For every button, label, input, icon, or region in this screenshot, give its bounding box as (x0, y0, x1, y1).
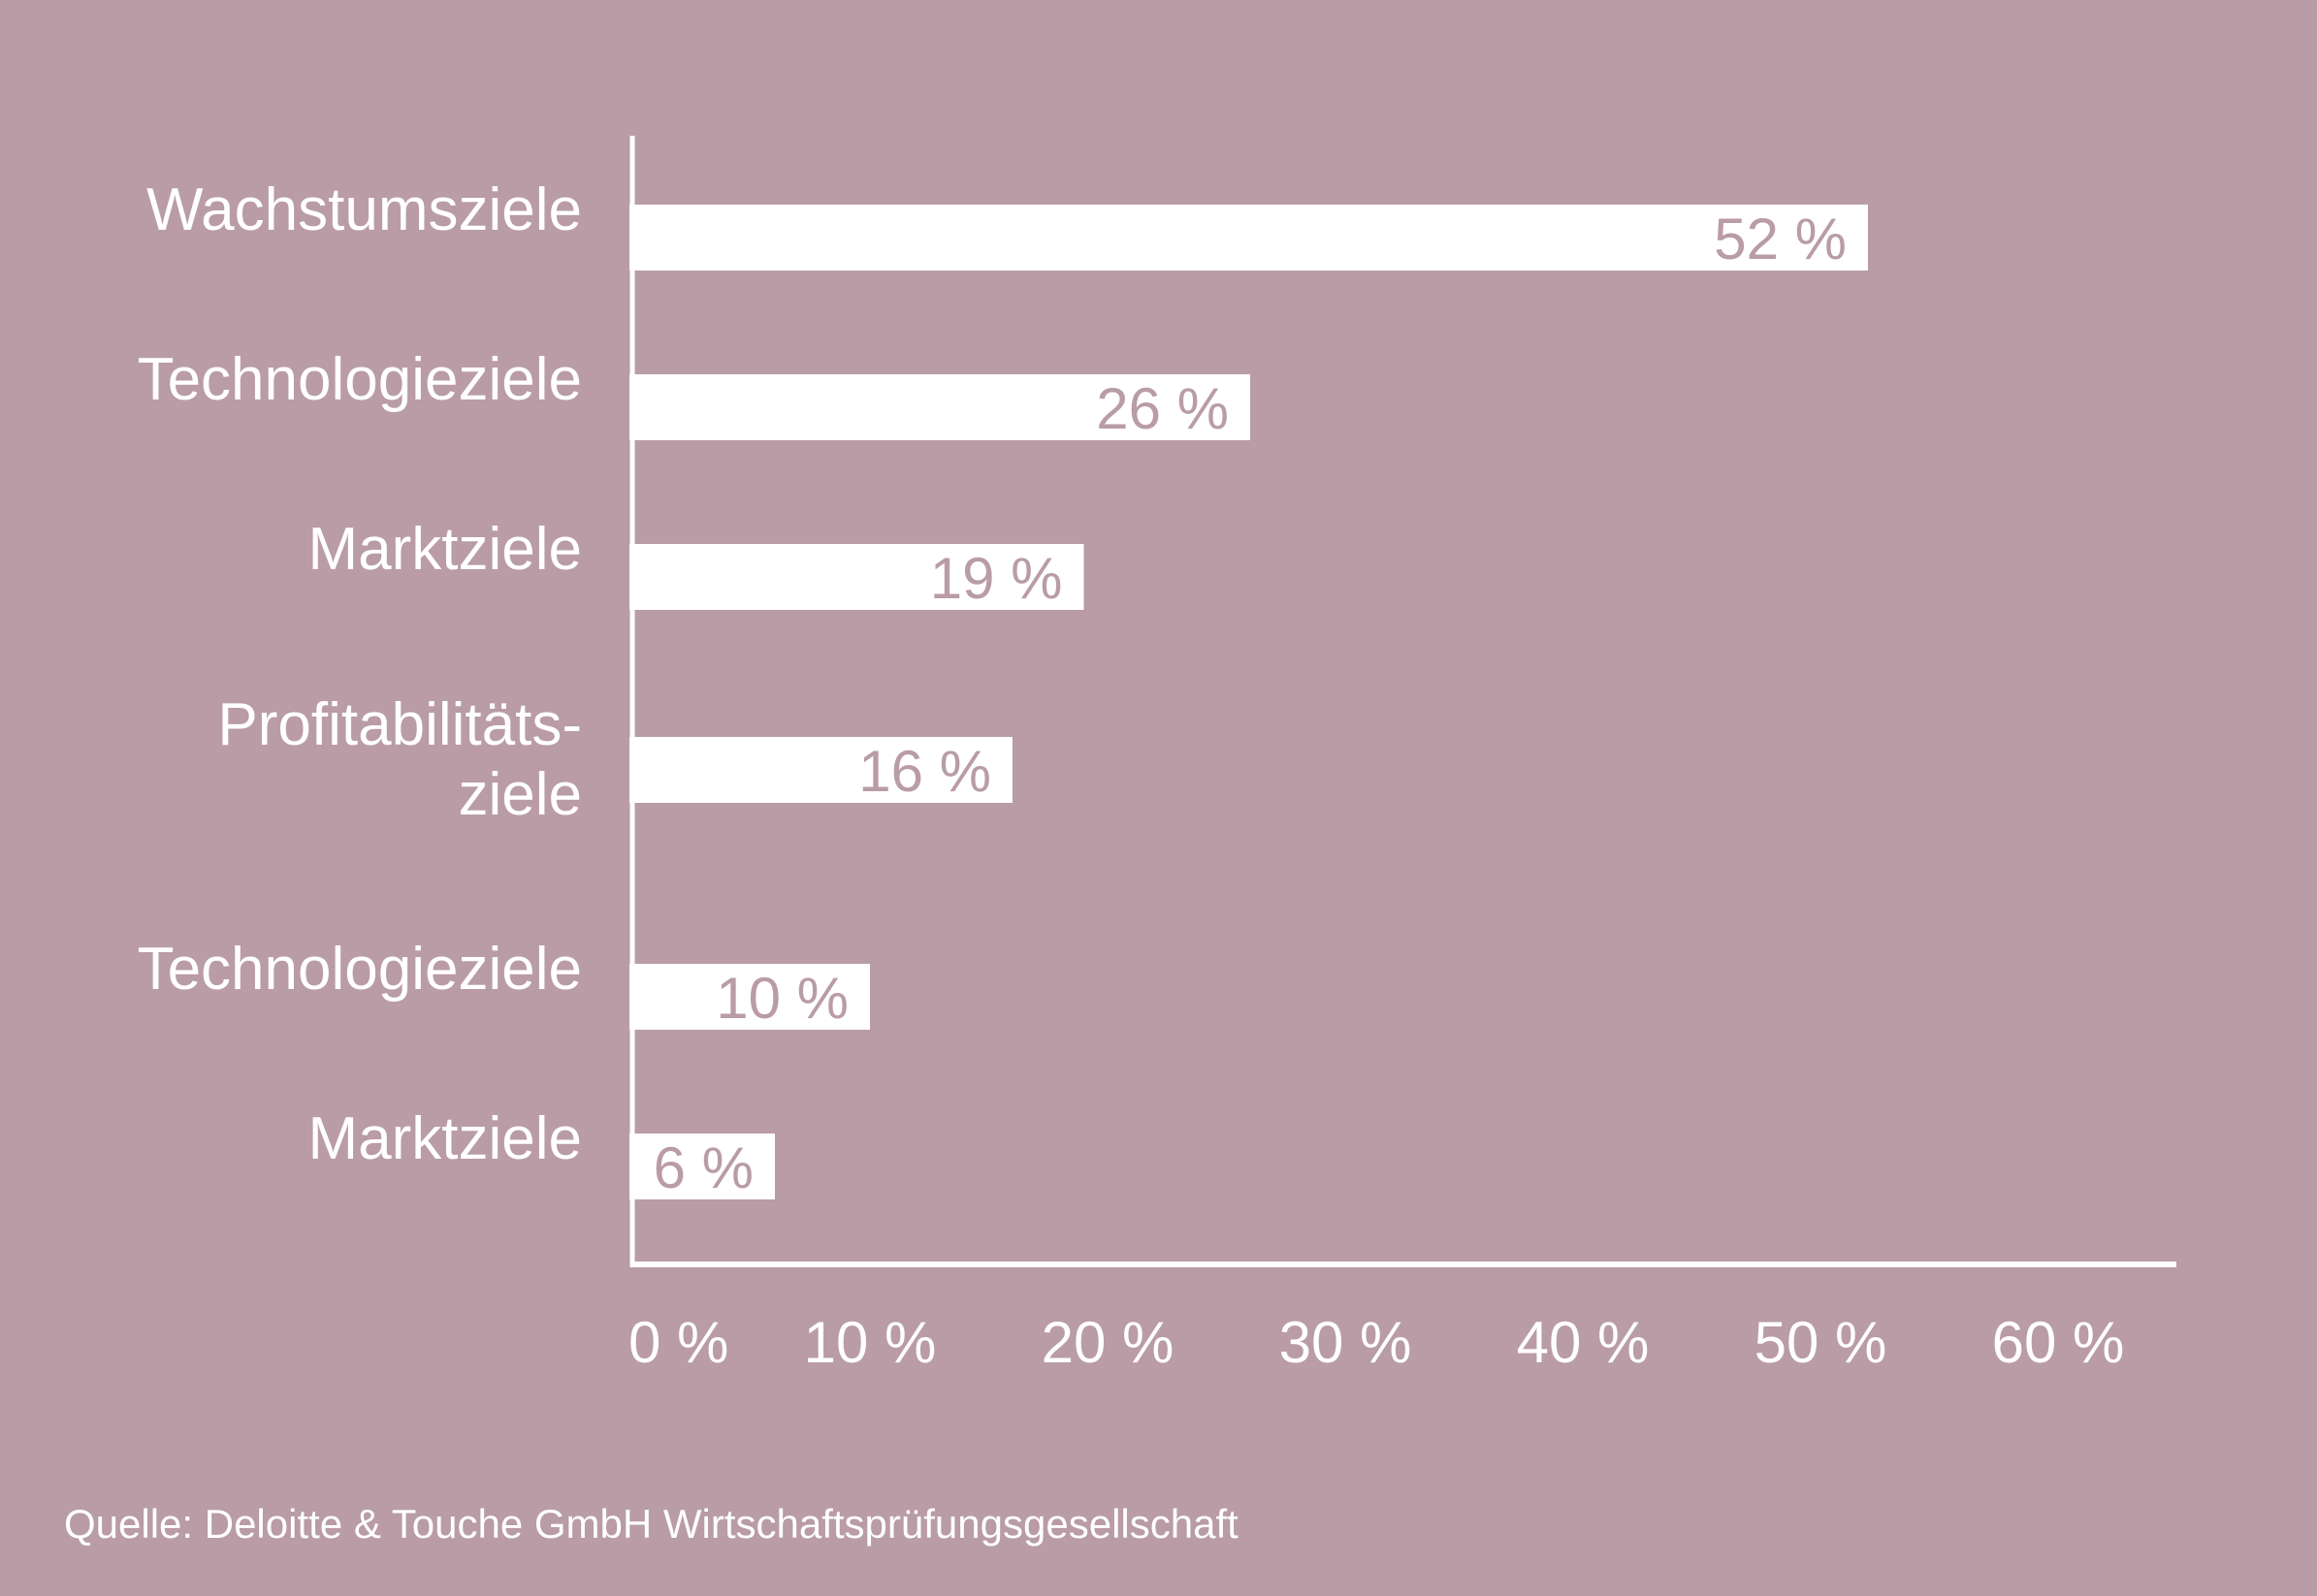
bar-value-label: 19 % (930, 546, 1063, 611)
category-label-line: Profitabilitäts- (217, 691, 582, 758)
x-tick-label: 30 % (1279, 1310, 1412, 1375)
bar (629, 737, 1013, 803)
bar (629, 374, 1250, 440)
category-label-line: ziele (458, 761, 582, 828)
x-tick-label: 60 % (1992, 1310, 2125, 1375)
x-tick-labels-group: 0 % 10 % 20 % 30 % 40 % 50 % 60 % (628, 1310, 2124, 1375)
x-tick-label: 10 % (804, 1310, 937, 1375)
bar (629, 544, 1084, 610)
x-tick-label: 0 % (628, 1310, 728, 1375)
category-label-line: Marktziele (307, 516, 582, 583)
category-label: Technologieziele (138, 936, 582, 1003)
category-label: Wachstumsziele (146, 176, 582, 243)
bar-value-label: 10 % (716, 966, 849, 1031)
category-labels-group: Wachstumsziele Technologieziele Marktziele… (138, 176, 582, 1172)
source-note: Quelle: Deloitte & Touche GmbH Wirtschaf… (64, 1501, 1239, 1547)
bar-value-label: 26 % (1096, 376, 1229, 441)
category-label-line: Wachstumsziele (146, 176, 582, 243)
category-label-line: Technologieziele (138, 346, 582, 413)
x-tick-label: 20 % (1042, 1310, 1175, 1375)
x-tick-label: 40 % (1517, 1310, 1650, 1375)
bar-value-label: 6 % (654, 1135, 754, 1200)
category-label: Marktziele (307, 1105, 582, 1172)
category-label-line: Marktziele (307, 1105, 582, 1172)
category-label: Technologieziele (138, 346, 582, 413)
category-label: Profitabilitäts-ziele (217, 691, 582, 828)
category-label-line: Technologieziele (138, 936, 582, 1003)
category-label: Marktziele (307, 516, 582, 583)
bar (629, 1133, 775, 1199)
bar-value-label: 52 % (1714, 207, 1847, 271)
bar (629, 964, 870, 1030)
bar (629, 205, 1868, 271)
bars-group: 52 % 26 % 19 % 16 % 10 % 6 % (629, 205, 1868, 1200)
x-tick-label: 50 % (1754, 1310, 1887, 1375)
bar-value-label: 16 % (858, 739, 991, 804)
